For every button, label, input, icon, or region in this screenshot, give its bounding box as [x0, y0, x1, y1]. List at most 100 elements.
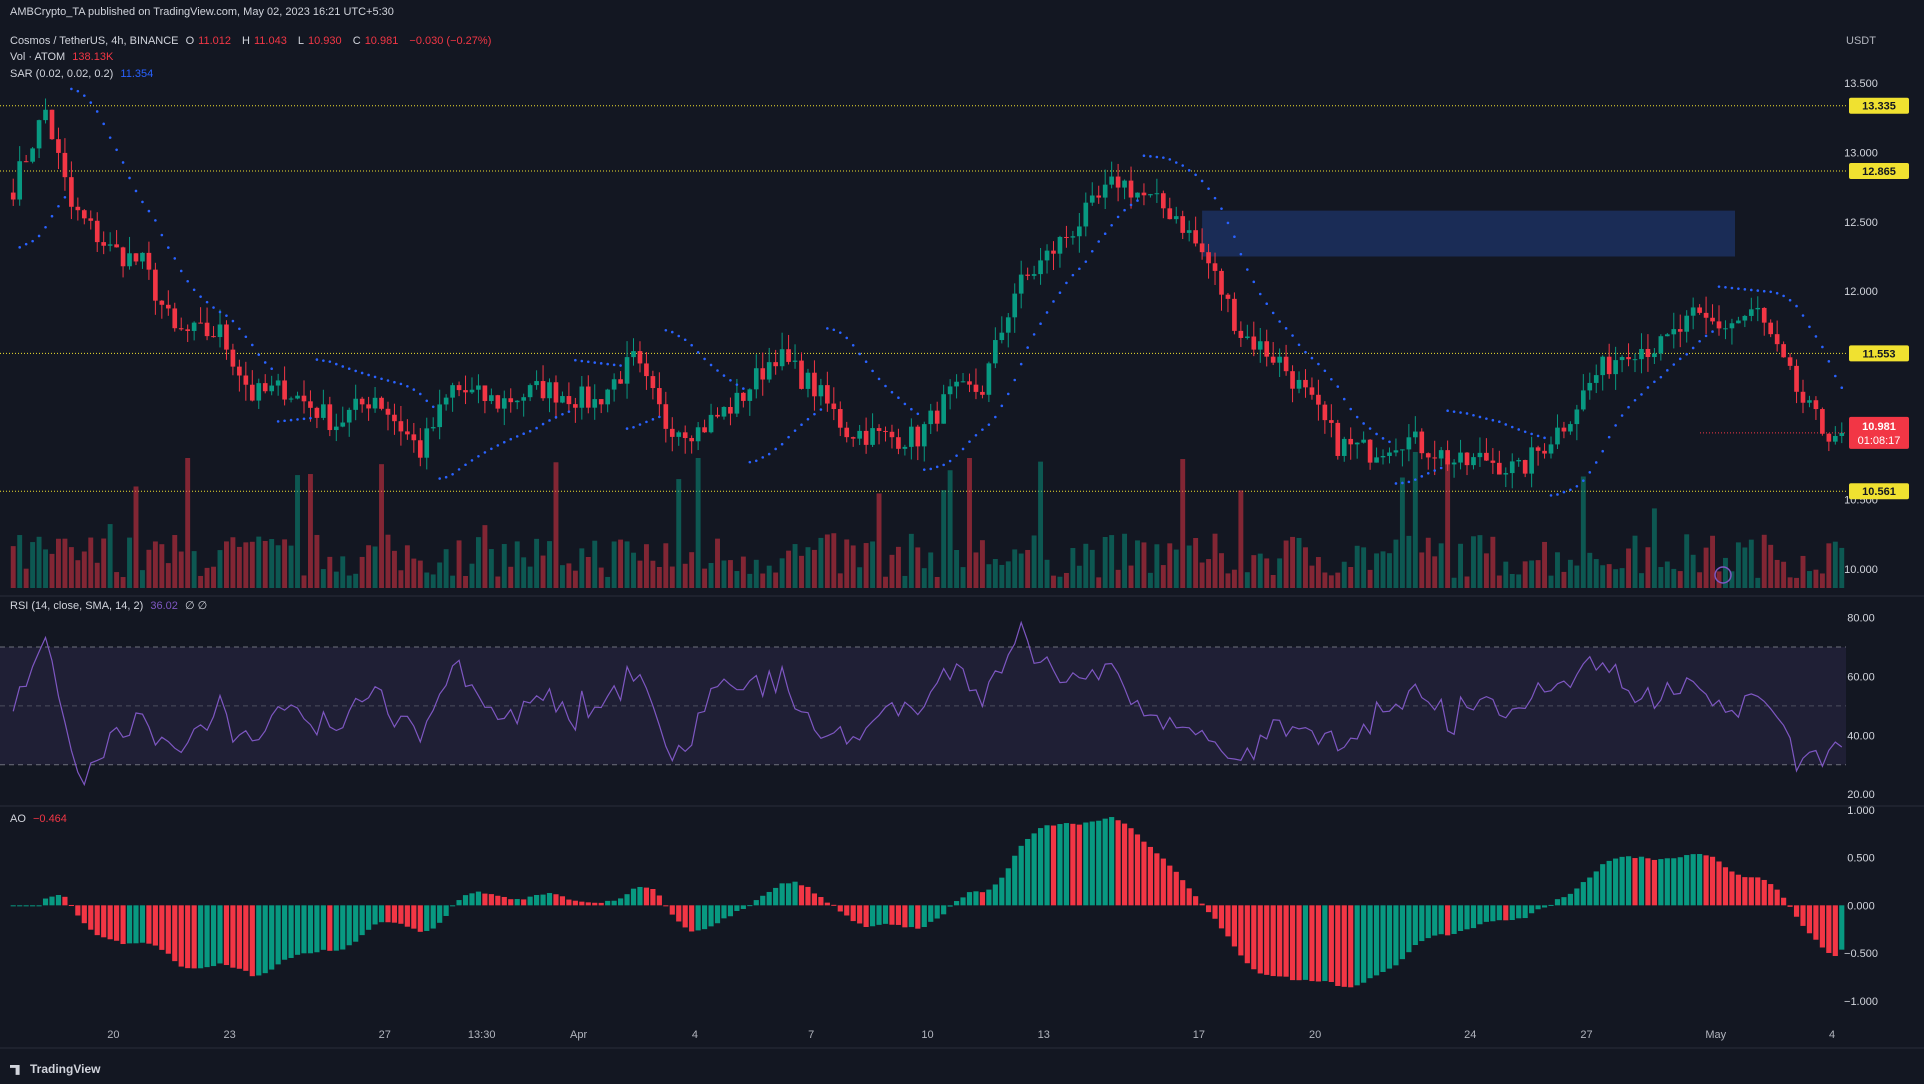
- volume-bar: [992, 558, 998, 588]
- candle: [1632, 359, 1638, 361]
- ao-bar: [1651, 859, 1657, 906]
- ao-bar: [553, 894, 559, 906]
- ao-bar: [1322, 905, 1328, 982]
- sar-dot: [897, 396, 900, 400]
- ao-bar: [708, 905, 714, 927]
- volume-bar: [695, 458, 701, 588]
- candle: [741, 392, 746, 401]
- level-badge-label: 13.335: [1862, 101, 1896, 113]
- ao-bar: [540, 894, 546, 906]
- ao-bar: [68, 904, 74, 906]
- ao-bar: [1089, 821, 1095, 906]
- sar-dot: [1737, 287, 1740, 290]
- sar-dot: [1129, 203, 1133, 207]
- tradingview-icon: [10, 1064, 20, 1075]
- ao-bar: [1561, 897, 1567, 906]
- volume-bar: [411, 558, 417, 588]
- ao-bar: [262, 905, 268, 974]
- ao-bar: [294, 905, 301, 955]
- ao-bar: [611, 900, 617, 906]
- candle: [1600, 356, 1606, 376]
- volume-bar: [1244, 572, 1250, 588]
- ao-bar: [514, 899, 520, 906]
- candle: [1290, 371, 1295, 389]
- sar-dot: [70, 87, 73, 91]
- candle: [1710, 317, 1715, 322]
- sar-dot: [1071, 273, 1075, 277]
- sar-dot: [1097, 240, 1101, 243]
- volume-bar: [379, 464, 384, 588]
- ao-bar: [1671, 858, 1677, 906]
- sar-dot: [1452, 410, 1456, 413]
- candle: [1025, 274, 1030, 276]
- ao-bar: [663, 905, 669, 907]
- sar-dot: [328, 360, 332, 363]
- candle: [967, 381, 972, 385]
- sar-dot: [502, 440, 506, 444]
- ao-bar: [1393, 905, 1399, 966]
- sar-dot: [1032, 333, 1036, 336]
- candle: [1509, 461, 1515, 474]
- candle: [56, 139, 61, 153]
- sar-dot: [1775, 291, 1779, 295]
- volume-bar: [23, 568, 29, 588]
- volume-bar: [159, 544, 165, 588]
- volume-bar: [68, 547, 74, 588]
- candle: [1012, 293, 1018, 318]
- ao-bar: [1445, 905, 1451, 936]
- volume-bar: [650, 560, 656, 588]
- ao-bar: [1012, 855, 1018, 906]
- ao-bar: [1296, 905, 1302, 981]
- candle: [237, 366, 242, 376]
- sar-dot: [1375, 432, 1378, 436]
- ao-bar: [107, 905, 113, 940]
- ao-bar: [178, 905, 184, 967]
- volume-bar: [1580, 476, 1586, 588]
- ao-bar: [223, 905, 230, 966]
- sar-dot: [709, 363, 713, 367]
- ao-bar: [1567, 893, 1573, 906]
- volume-bar: [140, 570, 145, 588]
- volume-bar: [488, 549, 494, 588]
- ao-bar: [1793, 905, 1800, 917]
- candle: [327, 404, 333, 431]
- candle: [1471, 457, 1476, 466]
- sar-dot: [470, 459, 474, 462]
- candle: [1677, 329, 1683, 332]
- ao-bar: [1186, 888, 1192, 906]
- ao-bar: [572, 900, 578, 906]
- candle: [637, 351, 643, 364]
- ao-bar: [1613, 858, 1619, 906]
- volume-bar: [1477, 535, 1483, 588]
- candle: [1115, 176, 1121, 188]
- ao-bar: [1722, 867, 1729, 906]
- ao-bar: [1483, 905, 1489, 922]
- ao-bar: [953, 901, 960, 906]
- candle: [489, 395, 494, 402]
- ao-bar: [385, 905, 391, 923]
- level-badge-label: 12.865: [1862, 166, 1896, 178]
- sar-dot: [1181, 164, 1185, 167]
- volume-bar: [1587, 552, 1593, 588]
- ao-bar: [1806, 905, 1813, 934]
- ao-bar: [437, 905, 443, 923]
- candle: [611, 379, 617, 390]
- volume-bar: [1742, 547, 1748, 588]
- candle: [49, 109, 55, 140]
- ao-bar: [398, 905, 404, 924]
- sar-dot: [102, 122, 105, 126]
- time-tick-label: 13: [1038, 1029, 1050, 1041]
- volume-bar: [359, 556, 365, 588]
- ao-bar: [727, 905, 734, 917]
- volume-bar: [850, 545, 856, 588]
- sar-dot: [1414, 478, 1417, 481]
- candle: [501, 398, 507, 409]
- volume-bar: [631, 552, 636, 588]
- ao-bar: [1205, 905, 1212, 913]
- volume-bar: [1813, 569, 1819, 588]
- ao-bar: [1490, 905, 1496, 922]
- candle: [1626, 357, 1631, 360]
- ao-bar: [1270, 905, 1276, 977]
- candle: [69, 177, 74, 207]
